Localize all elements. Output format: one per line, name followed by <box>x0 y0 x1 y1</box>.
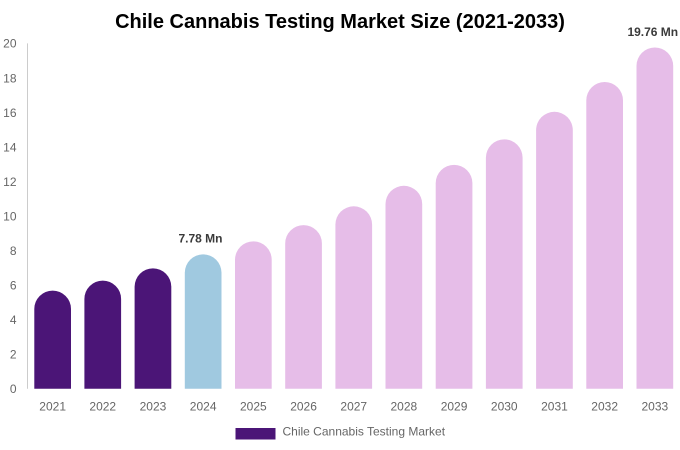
svg-text:Chile Cannabis Testing Market: Chile Cannabis Testing Market <box>283 425 446 439</box>
svg-text:8: 8 <box>10 244 17 258</box>
svg-text:0: 0 <box>10 382 17 396</box>
svg-text:12: 12 <box>3 175 17 189</box>
svg-text:2022: 2022 <box>89 400 116 414</box>
svg-text:2: 2 <box>10 348 17 362</box>
svg-text:7.78 Mn: 7.78 Mn <box>178 231 222 245</box>
svg-text:19.76 Mn: 19.76 Mn <box>627 25 678 39</box>
svg-text:Chile Cannabis Testing Market: Chile Cannabis Testing Market Size (2021… <box>115 11 565 33</box>
svg-text:10: 10 <box>3 209 17 223</box>
svg-text:2027: 2027 <box>340 400 367 414</box>
svg-text:2030: 2030 <box>491 400 518 414</box>
svg-text:2023: 2023 <box>140 400 167 414</box>
svg-text:2025: 2025 <box>240 400 267 414</box>
svg-text:18: 18 <box>3 71 17 85</box>
svg-text:14: 14 <box>3 140 17 154</box>
svg-text:4: 4 <box>10 313 17 327</box>
svg-text:2031: 2031 <box>541 400 568 414</box>
svg-text:16: 16 <box>3 106 17 120</box>
svg-text:2028: 2028 <box>390 400 417 414</box>
svg-text:2026: 2026 <box>290 400 317 414</box>
svg-text:2029: 2029 <box>441 400 468 414</box>
svg-text:20: 20 <box>3 37 17 51</box>
svg-text:2032: 2032 <box>591 400 618 414</box>
svg-text:6: 6 <box>10 279 17 293</box>
svg-text:2033: 2033 <box>641 400 668 414</box>
svg-text:2021: 2021 <box>39 400 66 414</box>
svg-text:2024: 2024 <box>190 400 217 414</box>
